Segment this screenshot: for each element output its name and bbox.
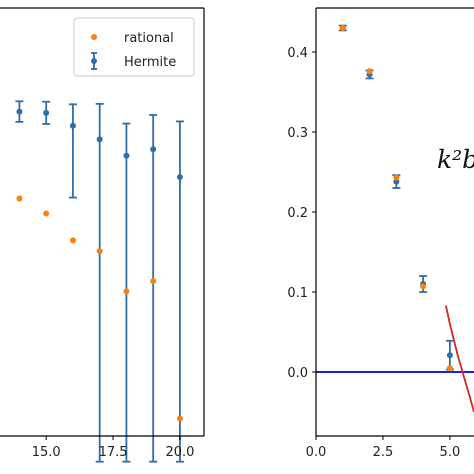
hermite-point: [176, 174, 183, 181]
x-tick-label: 20.0: [165, 445, 194, 460]
y-tick-label: 0.4: [287, 46, 308, 61]
chart-annotation: k²b: [437, 145, 474, 174]
left-chart: 15.0 17.5 20.0: [0, 7, 205, 463]
hermite-point: [69, 122, 76, 129]
y-tick-label: 0.2: [287, 206, 308, 221]
hermite-point: [96, 136, 103, 143]
hermite-point: [123, 152, 130, 159]
x-tick-label: 2.5: [373, 445, 394, 460]
hermite-point: [446, 352, 453, 359]
x-tick-label: 15.0: [32, 445, 61, 460]
rational-point: [96, 248, 103, 255]
fit-curve: [445, 305, 474, 413]
legend-box: [73, 17, 195, 77]
rational-point: [16, 195, 23, 202]
rational-point: [69, 237, 76, 244]
hermite-errorbar: [445, 339, 454, 371]
hermite-point: [150, 146, 157, 153]
rational-point: [393, 174, 400, 181]
x-tick-label: 0.0: [306, 445, 327, 460]
y-tick-label: 0.3: [287, 126, 308, 141]
hermite-point: [43, 109, 50, 116]
rational-point: [446, 365, 453, 371]
rational-point: [43, 210, 50, 217]
hermite-errorbar: [42, 100, 51, 125]
rational-point: [123, 288, 130, 295]
right-chart: 0.0 2.5 5.0 0.0 0.1 0.2 0.3 0.4 k²b: [287, 7, 474, 460]
legend-rational-marker: [91, 34, 97, 40]
hermite-errorbar: [15, 100, 24, 123]
legend-label-hermite: Hermite: [124, 55, 176, 70]
rational-point: [420, 283, 427, 290]
rational-point: [366, 68, 373, 75]
legend: rational Hermite: [73, 17, 195, 77]
x-tick-label: 5.0: [440, 445, 461, 460]
y-tick-label: 0.0: [287, 366, 308, 381]
hermite-errorbar: [149, 114, 158, 463]
hermite-errorbar: [68, 103, 77, 199]
legend-label-rational: rational: [124, 31, 174, 46]
x-tick-label: 17.5: [99, 445, 128, 460]
hermite-point: [16, 108, 23, 115]
rational-point: [150, 278, 157, 285]
hermite-errorbar: [95, 102, 104, 463]
rational-point: [176, 415, 183, 422]
legend-hermite-marker: [91, 52, 97, 70]
hermite-errorbar: [175, 120, 184, 463]
rational-point: [339, 25, 346, 31]
y-tick-label: 0.1: [287, 286, 308, 301]
